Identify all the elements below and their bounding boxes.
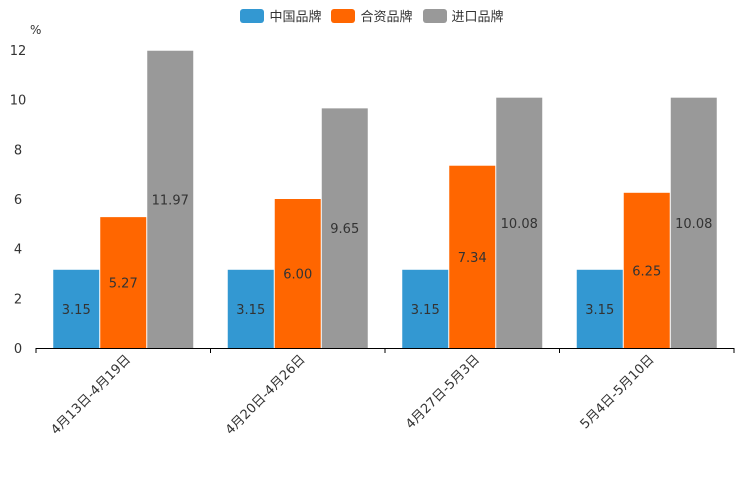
bar[interactable] [670,97,717,349]
bar[interactable] [100,217,147,348]
y-tick-label: 8 [14,143,22,158]
bar[interactable] [274,199,321,348]
x-category-label: 4月20日-4月26日 [223,352,309,438]
bar[interactable] [449,165,496,348]
y-tick-label: 2 [14,292,22,307]
bar[interactable] [321,108,368,348]
bars-group [53,50,717,349]
legend-label-imported-brand: 进口品牌 [451,10,504,25]
bar-value-label: 5.27 [109,277,138,292]
legend-swatch-imported-brand [422,8,447,23]
chart-legend: 中国品牌 合资品牌 进口品牌 [0,6,744,25]
bar-value-label: 3.15 [411,303,440,318]
x-category-label: 4月27日-5月3日 [403,352,483,432]
bar-value-label: 10.08 [675,217,712,232]
legend-item-china-brand[interactable]: 中国品牌 [240,6,321,25]
bar-value-label: 7.34 [458,251,487,266]
x-category-label: 5月4日-5月10日 [578,352,658,432]
bar[interactable] [147,50,194,349]
y-axis-ticks: 0 2 4 6 8 10 12 [10,44,27,357]
bar[interactable] [496,97,543,349]
bar[interactable] [53,269,100,348]
bar-value-label: 9.65 [330,222,359,237]
bar[interactable] [623,192,670,348]
y-tick-label: 4 [14,243,22,258]
x-axis-labels: 4月13日-4月19日 4月20日-4月26日 4月27日-5月3日 5月4日-5月1… [48,352,657,438]
bar-value-label: 6.00 [283,268,312,283]
y-tick-label: 12 [10,44,27,59]
legend-item-joint-venture-brand[interactable]: 合资品牌 [331,6,413,25]
legend-swatch-china-brand [240,8,265,23]
bar-value-label: 11.97 [152,193,189,208]
bar[interactable] [227,269,274,348]
legend-label-joint-venture-brand: 合资品牌 [360,10,413,25]
bar-value-label: 6.25 [632,264,661,279]
bar-value-label: 3.15 [236,303,265,318]
legend-item-imported-brand[interactable]: 进口品牌 [422,6,504,25]
bar[interactable] [402,269,449,348]
y-tick-label: 6 [14,193,22,208]
x-axis-ticks [35,348,735,353]
y-tick-label: 10 [10,94,27,109]
bar-value-label: 3.15 [585,303,614,318]
legend-label-china-brand: 中国品牌 [269,10,322,25]
legend-swatch-joint-venture-brand [331,8,356,23]
bar[interactable] [576,269,623,348]
bar-value-label: 10.08 [501,217,538,232]
data-labels-group: 3.15 5.27 11.97 3.15 6.00 9.65 3.15 7.34 10.08 3.… [62,193,713,318]
y-axis-unit-label: % [30,23,41,37]
y-tick-label: 0 [14,342,22,357]
bar-value-label: 3.15 [62,303,91,318]
x-category-label: 4月13日-4月19日 [48,352,134,438]
